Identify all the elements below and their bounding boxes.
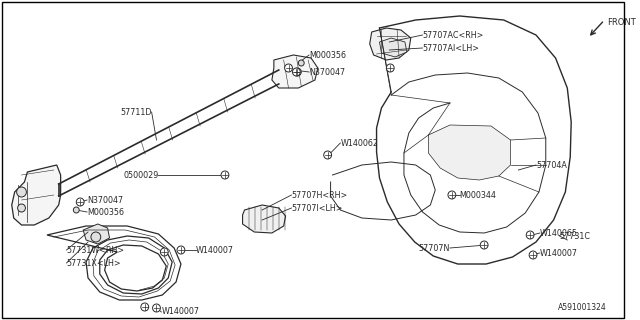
Circle shape (387, 64, 394, 72)
Circle shape (298, 60, 304, 66)
Polygon shape (272, 55, 318, 88)
Circle shape (221, 171, 229, 179)
Circle shape (324, 151, 332, 159)
Circle shape (74, 207, 79, 213)
Circle shape (448, 191, 456, 199)
Text: W140007: W140007 (196, 245, 234, 254)
Polygon shape (370, 28, 411, 60)
Text: M000356: M000356 (87, 207, 124, 217)
Circle shape (141, 303, 148, 311)
Circle shape (152, 304, 161, 312)
Text: 57711D: 57711D (120, 108, 152, 116)
Circle shape (293, 68, 301, 76)
Text: 57707AI<LH>: 57707AI<LH> (422, 44, 479, 52)
Circle shape (18, 204, 26, 212)
Circle shape (480, 241, 488, 249)
Text: W140007: W140007 (161, 308, 200, 316)
Polygon shape (380, 38, 407, 57)
Text: 57704A: 57704A (536, 161, 567, 170)
Circle shape (285, 64, 292, 72)
Text: 57707I<LH>: 57707I<LH> (291, 204, 343, 212)
Text: 57707N: 57707N (419, 244, 450, 252)
Text: M000344: M000344 (460, 190, 497, 199)
Text: 57707AC<RH>: 57707AC<RH> (422, 30, 484, 39)
Text: 0500029: 0500029 (123, 171, 159, 180)
Text: N370047: N370047 (87, 196, 123, 204)
Text: M000356: M000356 (309, 51, 346, 60)
Polygon shape (428, 125, 511, 180)
Text: 57731C: 57731C (559, 231, 591, 241)
Circle shape (177, 246, 185, 254)
Circle shape (161, 248, 168, 256)
Circle shape (292, 68, 300, 76)
Text: 57731X<LH>: 57731X<LH> (67, 259, 121, 268)
Text: A591001324: A591001324 (557, 303, 607, 312)
Circle shape (76, 198, 84, 206)
Circle shape (17, 187, 26, 197)
Text: W140065: W140065 (540, 228, 578, 237)
Polygon shape (12, 165, 61, 225)
Polygon shape (83, 224, 109, 244)
Text: W140062: W140062 (340, 139, 378, 148)
Circle shape (529, 251, 537, 259)
Text: 57731W<RH>: 57731W<RH> (67, 245, 125, 254)
Text: N370047: N370047 (309, 68, 345, 76)
Text: W140007: W140007 (540, 249, 578, 258)
Circle shape (526, 231, 534, 239)
Circle shape (91, 232, 100, 242)
Polygon shape (243, 205, 285, 233)
Text: 57707H<RH>: 57707H<RH> (291, 190, 348, 199)
Text: FRONT: FRONT (607, 18, 636, 27)
